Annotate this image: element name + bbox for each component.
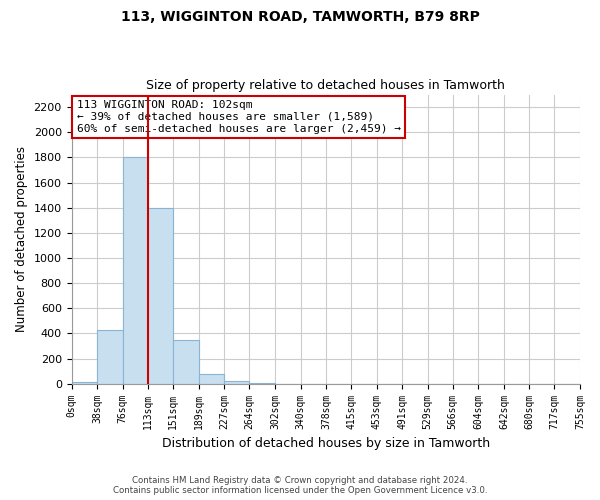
Y-axis label: Number of detached properties: Number of detached properties: [15, 146, 28, 332]
Bar: [123, 158, 148, 384]
Bar: [71, 382, 97, 384]
Bar: [97, 330, 123, 384]
Text: 113, WIGGINTON ROAD, TAMWORTH, B79 8RP: 113, WIGGINTON ROAD, TAMWORTH, B79 8RP: [121, 10, 479, 24]
Text: Contains HM Land Registry data © Crown copyright and database right 2024.
Contai: Contains HM Land Registry data © Crown c…: [113, 476, 487, 495]
Text: 113 WIGGINTON ROAD: 102sqm
← 39% of detached houses are smaller (1,589)
60% of s: 113 WIGGINTON ROAD: 102sqm ← 39% of deta…: [77, 100, 401, 134]
X-axis label: Distribution of detached houses by size in Tamworth: Distribution of detached houses by size …: [162, 437, 490, 450]
Bar: [199, 374, 224, 384]
Bar: [173, 340, 199, 384]
Bar: [250, 383, 275, 384]
Bar: [224, 380, 250, 384]
Bar: [148, 208, 173, 384]
Title: Size of property relative to detached houses in Tamworth: Size of property relative to detached ho…: [146, 79, 505, 92]
